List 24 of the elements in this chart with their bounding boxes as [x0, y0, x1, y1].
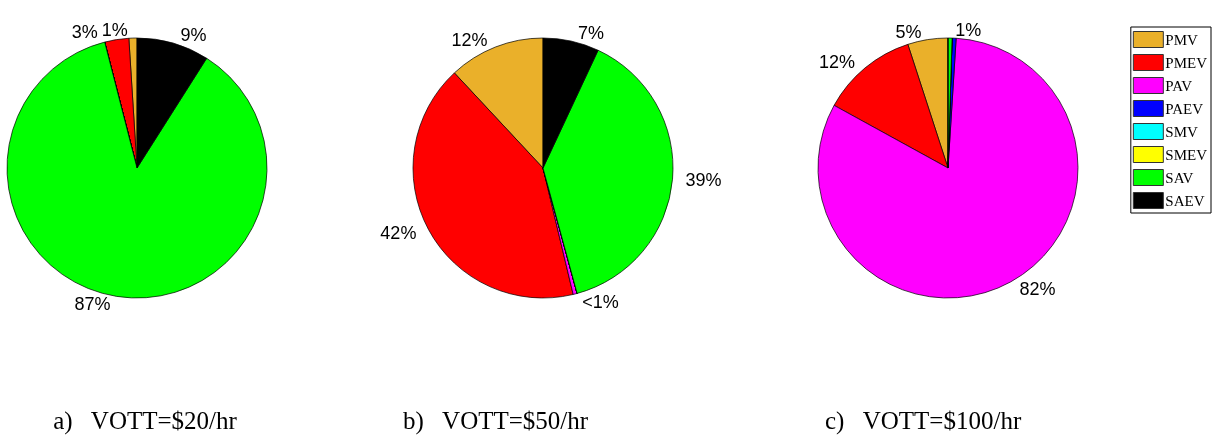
legend-label: PMV — [1165, 31, 1198, 48]
data-label: 5% — [895, 21, 922, 42]
data-label: 9% — [180, 25, 207, 46]
legend-label: SMEV — [1165, 146, 1208, 163]
data-label: 1% — [101, 20, 128, 41]
data-label: 12% — [819, 51, 856, 72]
data-label: 82% — [1019, 278, 1056, 299]
data-label: 1% — [955, 20, 982, 41]
legend-label: PAV — [1165, 77, 1193, 94]
data-label: 7% — [577, 23, 604, 44]
data-label: <1% — [582, 291, 619, 312]
legend-label: PMEV — [1165, 54, 1208, 71]
legend-label: SAEV — [1165, 192, 1205, 209]
legend-label: SAV — [1165, 169, 1194, 186]
data-label: 39% — [685, 169, 722, 190]
data-label: 12% — [451, 29, 488, 50]
data-label: 42% — [380, 223, 417, 244]
legend-label: PAEV — [1165, 100, 1204, 117]
text: c) VOTT=$100/hr — [825, 407, 1022, 435]
text: b) VOTT=$50/hr — [403, 407, 589, 435]
text: a) VOTT=$20/hr — [53, 407, 238, 435]
data-label: 3% — [71, 21, 98, 42]
legend-label: SMV — [1165, 123, 1198, 140]
data-label: 87% — [74, 294, 111, 315]
